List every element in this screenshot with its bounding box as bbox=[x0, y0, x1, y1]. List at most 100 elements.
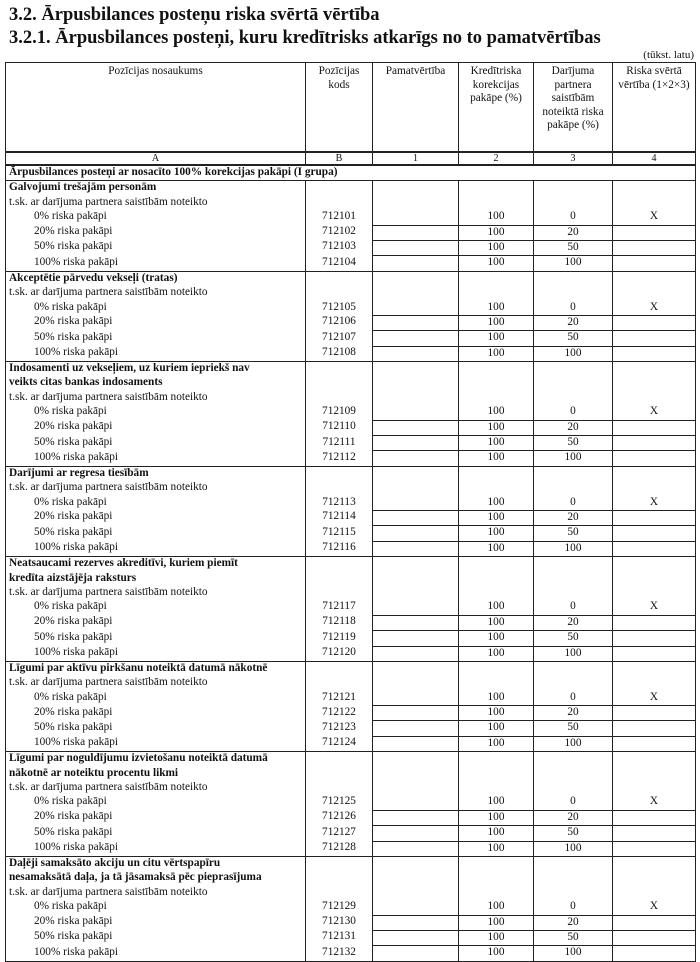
base-value-cell[interactable] bbox=[372, 300, 459, 316]
base-value-cell[interactable] bbox=[372, 825, 459, 842]
weighted-value-cell[interactable] bbox=[612, 914, 696, 931]
base-value-cell[interactable] bbox=[372, 600, 459, 616]
empty-cell bbox=[372, 390, 459, 406]
weighted-value-cell[interactable] bbox=[612, 419, 696, 436]
weighted-value-cell[interactable] bbox=[612, 255, 696, 272]
base-value-cell[interactable] bbox=[372, 705, 459, 721]
partner-risk-value: 20 bbox=[533, 419, 613, 436]
empty-cell bbox=[372, 270, 459, 287]
base-value-cell[interactable] bbox=[372, 645, 459, 662]
base-value-cell[interactable] bbox=[372, 945, 459, 962]
base-value-cell[interactable] bbox=[372, 330, 459, 347]
row-label: 0% riska pakāpi bbox=[5, 600, 306, 616]
partner-risk-value: 20 bbox=[533, 224, 613, 241]
empty-cell bbox=[305, 781, 373, 796]
base-value-cell[interactable] bbox=[372, 405, 459, 421]
weighted-value-cell[interactable] bbox=[612, 224, 696, 241]
base-value-cell[interactable] bbox=[372, 210, 459, 226]
weighted-value-cell[interactable] bbox=[612, 735, 696, 752]
row-label: 100% riska pakāpi bbox=[5, 255, 306, 272]
base-value-cell[interactable] bbox=[372, 809, 459, 826]
weighted-value-cell[interactable] bbox=[612, 314, 696, 331]
row-label: 100% riska pakāpi bbox=[5, 541, 306, 557]
credit-risk-value: 100 bbox=[458, 330, 534, 347]
row-label: 50% riska pakāpi bbox=[5, 720, 306, 737]
empty-cell bbox=[533, 585, 613, 601]
base-value-cell[interactable] bbox=[372, 929, 459, 946]
partner-risk-value: 20 bbox=[533, 314, 613, 331]
position-code: 712122 bbox=[305, 705, 373, 721]
position-code: 712126 bbox=[305, 810, 373, 826]
base-value-cell[interactable] bbox=[372, 735, 459, 752]
base-value-cell[interactable] bbox=[372, 345, 459, 362]
subtotal-label: t.sk. ar darījuma partnera saistībām not… bbox=[5, 781, 306, 796]
position-code: 712124 bbox=[305, 736, 373, 752]
base-value-cell[interactable] bbox=[372, 224, 459, 241]
base-value-cell[interactable] bbox=[372, 900, 459, 916]
base-value-cell[interactable] bbox=[372, 509, 459, 526]
base-value-cell[interactable] bbox=[372, 614, 459, 631]
row-label: 100% riska pakāpi bbox=[5, 736, 306, 752]
base-value-cell[interactable] bbox=[372, 720, 459, 737]
position-code: 712130 bbox=[305, 915, 373, 931]
base-value-cell[interactable] bbox=[372, 435, 459, 451]
weighted-value-cell[interactable] bbox=[612, 825, 696, 842]
position-code: 712107 bbox=[305, 330, 373, 347]
weighted-value-cell[interactable] bbox=[612, 720, 696, 737]
base-value-cell[interactable] bbox=[372, 314, 459, 331]
empty-cell bbox=[305, 556, 373, 572]
weighted-value-cell[interactable] bbox=[612, 435, 696, 451]
weighted-value-cell[interactable] bbox=[612, 840, 696, 857]
weighted-value-cell[interactable] bbox=[612, 330, 696, 347]
subtotal-label: t.sk. ar darījuma partnera saistībām not… bbox=[5, 885, 306, 901]
empty-cell bbox=[612, 585, 696, 601]
weighted-value-cell[interactable] bbox=[612, 540, 696, 557]
base-value-cell[interactable] bbox=[372, 525, 459, 542]
partner-risk-value: 100 bbox=[533, 735, 613, 752]
base-value-cell[interactable] bbox=[372, 795, 459, 811]
empty-cell bbox=[612, 855, 696, 872]
row-label: 20% riska pakāpi bbox=[5, 315, 306, 331]
header-row: Pozīcijas nosaukums Pozīcijas kods Pamat… bbox=[5, 62, 696, 153]
table-row: 50% riska pakāpi 712103 100 50 bbox=[5, 239, 696, 256]
base-value-cell[interactable] bbox=[372, 840, 459, 857]
weighted-value-cell[interactable] bbox=[612, 345, 696, 362]
empty-cell bbox=[305, 571, 373, 586]
credit-risk-value: 100 bbox=[458, 645, 534, 662]
position-code: 712123 bbox=[305, 720, 373, 737]
row-label: 100% riska pakāpi bbox=[5, 841, 306, 857]
weighted-value-cell[interactable] bbox=[612, 630, 696, 646]
base-value-cell[interactable] bbox=[372, 419, 459, 436]
weighted-value-cell[interactable] bbox=[612, 614, 696, 631]
weighted-value-cell[interactable] bbox=[612, 525, 696, 542]
base-value-cell[interactable] bbox=[372, 914, 459, 931]
row-label: 20% riska pakāpi bbox=[5, 615, 306, 631]
base-value-cell[interactable] bbox=[372, 540, 459, 557]
table-row: 50% riska pakāpi 712123 100 50 bbox=[5, 720, 696, 737]
weighted-value-cell[interactable] bbox=[612, 705, 696, 721]
base-value-cell[interactable] bbox=[372, 630, 459, 646]
empty-cell bbox=[533, 270, 613, 287]
empty-cell bbox=[533, 871, 613, 886]
empty-cell bbox=[372, 751, 459, 767]
row-label: 0% riska pakāpi bbox=[5, 900, 306, 916]
base-value-cell[interactable] bbox=[372, 690, 459, 706]
weighted-value-cell[interactable] bbox=[612, 645, 696, 662]
weighted-value-cell[interactable] bbox=[612, 450, 696, 467]
row-label: 100% riska pakāpi bbox=[5, 346, 306, 362]
row-label: 50% riska pakāpi bbox=[5, 825, 306, 842]
base-value-cell[interactable] bbox=[372, 450, 459, 467]
empty-cell bbox=[612, 286, 696, 301]
credit-risk-value: 100 bbox=[458, 314, 534, 331]
weighted-value-cell[interactable] bbox=[612, 945, 696, 962]
base-value-cell[interactable] bbox=[372, 495, 459, 511]
group-title-row: nākotnē ar noteiktu procentu likmi bbox=[5, 766, 696, 782]
base-value-cell[interactable] bbox=[372, 255, 459, 272]
weighted-value-cell[interactable] bbox=[612, 929, 696, 946]
weighted-value-cell[interactable] bbox=[612, 239, 696, 256]
weighted-value-cell: X bbox=[612, 495, 696, 511]
weighted-value-cell[interactable] bbox=[612, 809, 696, 826]
base-value-cell[interactable] bbox=[372, 239, 459, 256]
empty-cell bbox=[372, 481, 459, 496]
weighted-value-cell[interactable] bbox=[612, 509, 696, 526]
